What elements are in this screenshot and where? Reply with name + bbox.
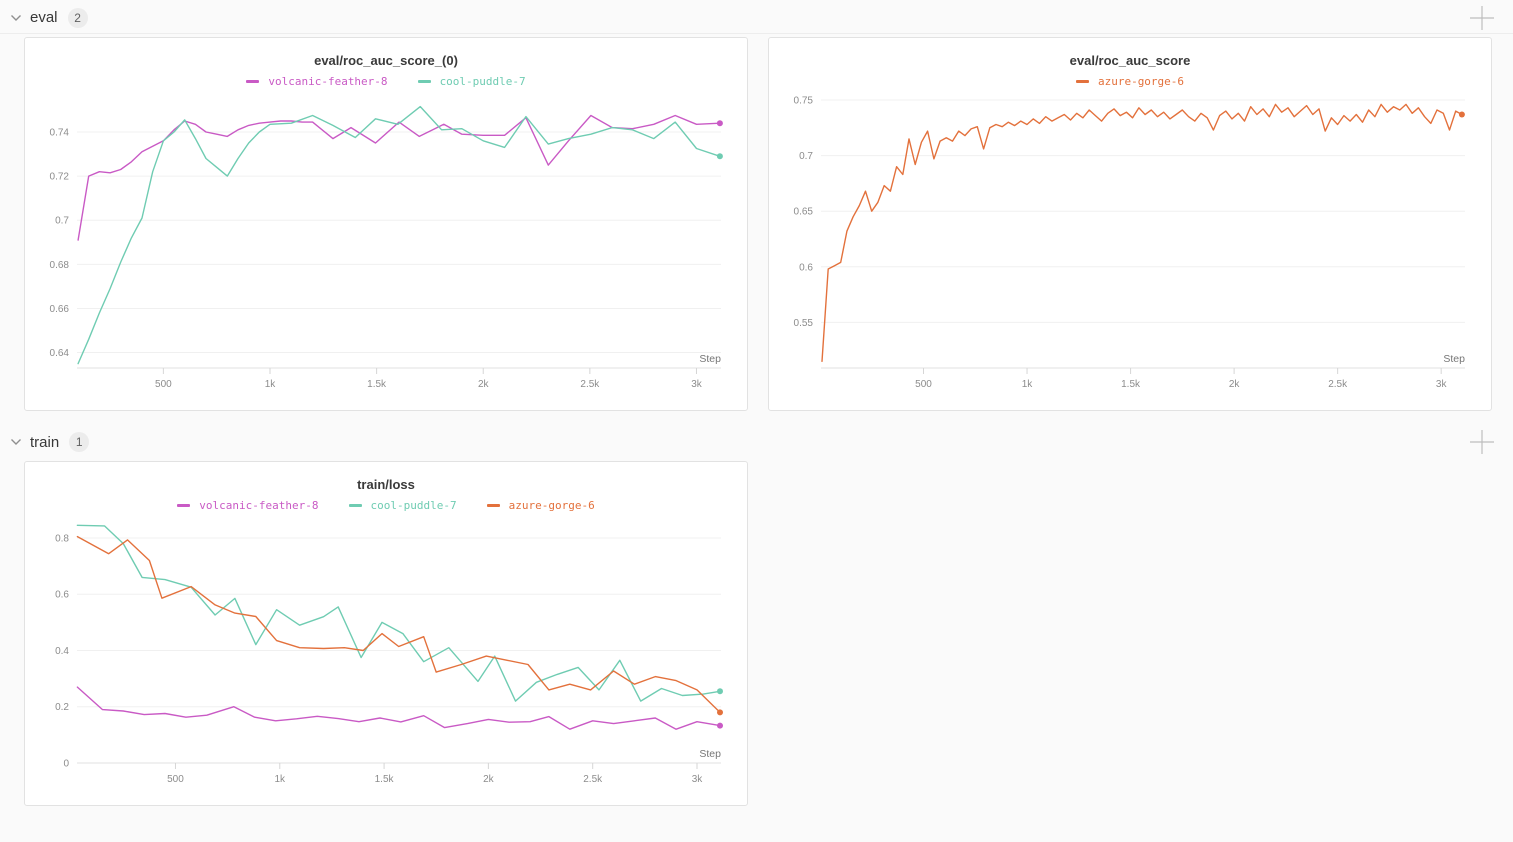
- legend-run-name: azure-gorge-6: [508, 498, 595, 512]
- svg-text:0.8: 0.8: [55, 533, 69, 544]
- train-panels-row: train/loss volcanic-feather-8 cool-puddl…: [0, 458, 1513, 806]
- svg-text:0.66: 0.66: [50, 304, 70, 315]
- line-chart-train-loss[interactable]: 0 0.2 0.4 0.6 0.8 500 1k 1.5k 2k 2.5k 3k Step: [25, 518, 747, 794]
- legend-run-name: azure-gorge-6: [1097, 74, 1185, 88]
- section-header-train: train 1: [0, 426, 1513, 458]
- legend-dash: [486, 503, 500, 507]
- svg-text:0.65: 0.65: [794, 207, 814, 218]
- line-chart-eval-roc-auc-score[interactable]: 0.55 0.6 0.65 0.7 0.75 500 1k 1.5k 2k 2.5k 3k Step: [769, 94, 1491, 392]
- panel-train-loss[interactable]: train/loss volcanic-feather-8 cool-puddl…: [24, 461, 748, 806]
- legend-dash: [348, 503, 362, 507]
- legend-run-name: cool-puddle-7: [439, 74, 526, 88]
- chevron-down-icon[interactable]: [10, 14, 22, 22]
- legend-item-volcanic-feather-8[interactable]: volcanic-feather-8: [177, 498, 319, 512]
- legend-item-volcanic-feather-8[interactable]: volcanic-feather-8: [246, 74, 388, 88]
- line-chart-eval-roc-auc-score-0[interactable]: 0.64 0.66 0.68 0.7 0.72 0.74 500 1k 1.5k 2k 2.5k 3k…: [25, 94, 747, 392]
- section-eval: eval 2 eval/roc_auc_score_(0) volcanic-f…: [0, 2, 1513, 411]
- svg-text:500: 500: [155, 379, 172, 390]
- legend-run-name: volcanic-feather-8: [268, 74, 388, 88]
- chart-title: eval/roc_auc_score_(0): [314, 53, 458, 68]
- chart-title: eval/roc_auc_score: [1069, 53, 1191, 68]
- svg-text:2k: 2k: [483, 774, 495, 785]
- legend-run-name: cool-puddle-7: [370, 498, 457, 512]
- svg-text:0.2: 0.2: [55, 702, 69, 713]
- legend-item-azure-gorge-6[interactable]: azure-gorge-6: [486, 498, 595, 512]
- svg-text:1.5k: 1.5k: [375, 774, 395, 785]
- section-title: eval: [30, 9, 58, 26]
- svg-text:Step: Step: [699, 353, 721, 365]
- panel-count-badge: 2: [67, 7, 88, 28]
- svg-text:0.55: 0.55: [794, 318, 814, 329]
- eval-panels-row: eval/roc_auc_score_(0) volcanic-feather-…: [0, 34, 1513, 411]
- svg-text:0.6: 0.6: [55, 590, 69, 601]
- svg-text:Step: Step: [699, 748, 721, 760]
- svg-text:500: 500: [915, 379, 932, 390]
- svg-text:2.5k: 2.5k: [580, 379, 600, 390]
- legend-dash: [177, 503, 191, 507]
- section-train: train 1 train/loss volcanic-feather-8 co…: [0, 426, 1513, 806]
- svg-text:0.75: 0.75: [794, 96, 814, 107]
- chart-legend: azure-gorge-6: [769, 72, 1491, 90]
- svg-text:0.7: 0.7: [55, 216, 69, 227]
- section-title: train: [30, 433, 60, 451]
- svg-text:0: 0: [63, 759, 69, 770]
- svg-text:1k: 1k: [274, 774, 286, 785]
- legend-dash: [246, 79, 260, 83]
- legend-item-cool-puddle-7[interactable]: cool-puddle-7: [348, 498, 457, 512]
- legend-item-cool-puddle-7[interactable]: cool-puddle-7: [417, 74, 526, 88]
- svg-text:0.7: 0.7: [799, 151, 813, 162]
- svg-text:2.5k: 2.5k: [583, 774, 603, 785]
- svg-text:0.6: 0.6: [799, 262, 813, 273]
- add-panel-button[interactable]: [1467, 3, 1497, 33]
- chart-legend: volcanic-feather-8 cool-puddle-7 azure-g…: [25, 496, 747, 514]
- svg-text:1k: 1k: [1022, 379, 1034, 390]
- svg-text:1.5k: 1.5k: [367, 379, 387, 390]
- svg-text:0.68: 0.68: [50, 260, 70, 271]
- add-panel-button[interactable]: [1467, 427, 1497, 457]
- chevron-down-icon[interactable]: [10, 438, 22, 446]
- svg-text:1.5k: 1.5k: [1121, 379, 1141, 390]
- svg-text:2.5k: 2.5k: [1328, 379, 1348, 390]
- svg-text:0.4: 0.4: [55, 646, 69, 657]
- svg-text:0.74: 0.74: [50, 127, 70, 138]
- panel-count-badge: 1: [69, 432, 90, 452]
- svg-text:2k: 2k: [478, 379, 490, 390]
- chart-title: train/loss: [357, 477, 415, 492]
- legend-item-azure-gorge-6[interactable]: azure-gorge-6: [1075, 74, 1185, 88]
- legend-run-name: volcanic-feather-8: [199, 498, 319, 512]
- svg-text:500: 500: [167, 774, 184, 785]
- panel-eval-roc-auc-score[interactable]: eval/roc_auc_score azure-gorge-6 0.55 0.6…: [768, 37, 1492, 411]
- svg-text:3k: 3k: [692, 774, 704, 785]
- section-header-eval: eval 2: [0, 2, 1513, 34]
- svg-text:1k: 1k: [265, 379, 277, 390]
- svg-text:0.64: 0.64: [50, 348, 70, 359]
- legend-dash: [417, 79, 431, 83]
- panel-eval-roc-auc-score-0[interactable]: eval/roc_auc_score_(0) volcanic-feather-…: [24, 37, 748, 411]
- legend-dash: [1075, 79, 1089, 83]
- chart-legend: volcanic-feather-8 cool-puddle-7: [25, 72, 747, 90]
- svg-text:0.72: 0.72: [50, 172, 70, 183]
- svg-text:Step: Step: [1443, 353, 1465, 365]
- svg-text:3k: 3k: [691, 379, 703, 390]
- svg-text:2k: 2k: [1229, 379, 1241, 390]
- svg-text:3k: 3k: [1436, 379, 1448, 390]
